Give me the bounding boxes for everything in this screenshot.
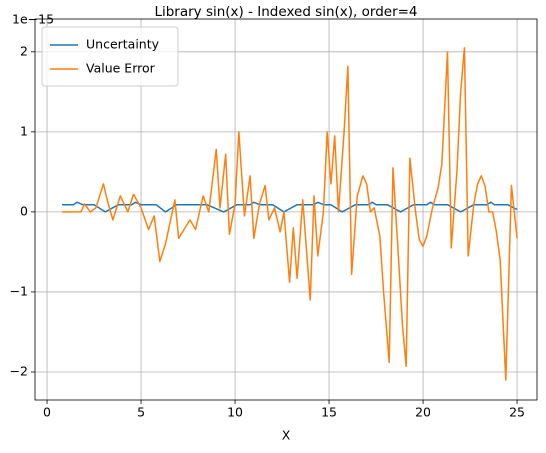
plot-frame <box>34 18 538 401</box>
x-tick-label: 5 <box>137 405 145 420</box>
data-line <box>62 201 518 213</box>
y-offset-text: 1e−15 <box>12 12 54 27</box>
y-tick-label: −2 <box>10 363 28 378</box>
y-tick-label: 0 <box>20 203 28 218</box>
y-tick-label: −1 <box>10 283 28 298</box>
x-tick-label: 25 <box>509 405 525 420</box>
x-tick-label: 15 <box>321 405 337 420</box>
x-tick-label: 10 <box>227 405 243 420</box>
chart-title: Library sin(x) - Indexed sin(x), order=4 <box>154 4 417 20</box>
legend-box <box>41 26 179 87</box>
y-tick-label: 2 <box>20 43 28 58</box>
legend-label: Value Error <box>86 61 156 76</box>
legend: Uncertainty Value Error <box>41 26 179 87</box>
legend-label: Uncertainty <box>86 37 160 52</box>
x-tick-label: 0 <box>43 405 51 420</box>
x-tick-label: 20 <box>415 405 431 420</box>
y-tick-label: 1 <box>20 123 28 138</box>
x-axis-label: X <box>282 428 291 443</box>
data-line <box>62 47 518 381</box>
